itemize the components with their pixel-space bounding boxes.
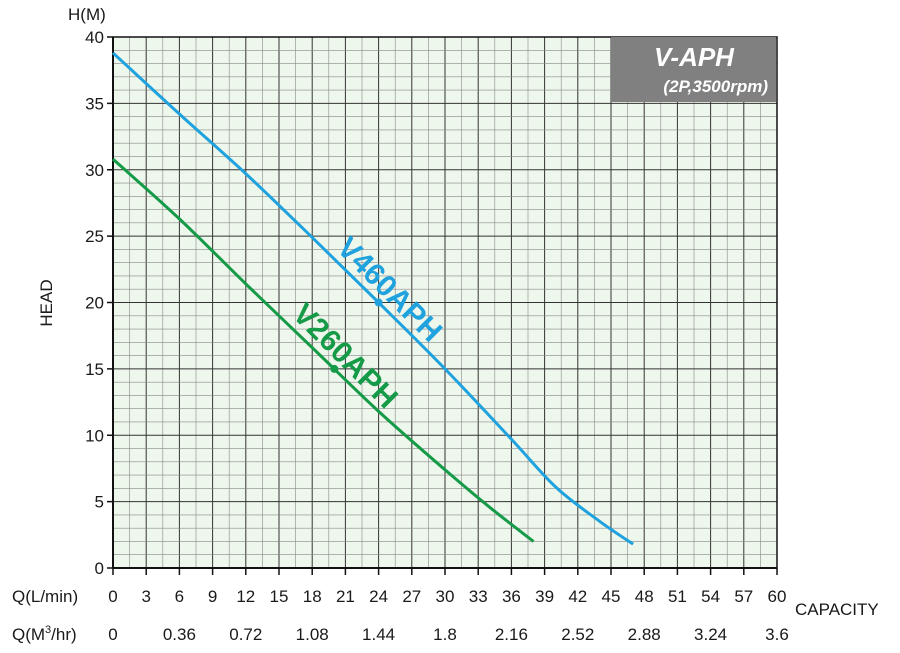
x-tick-label: 36 xyxy=(502,587,521,606)
x-tick-label: 24 xyxy=(369,587,388,606)
x-tick-label: 0 xyxy=(108,587,117,606)
x-axis-label-lmin: Q(L/min) xyxy=(12,587,78,606)
x-tick-label-m3hr: 1.8 xyxy=(433,625,457,644)
x-axis-label-m3hr-part1: Q(M xyxy=(12,625,45,644)
y-tick-label: 35 xyxy=(85,94,104,113)
x-tick-label-m3hr: 3.24 xyxy=(694,625,727,644)
x-tick-label-m3hr: 2.16 xyxy=(495,625,528,644)
x-tick-label: 12 xyxy=(236,587,255,606)
axes xyxy=(107,36,778,575)
y-axis-unit-label: H(M) xyxy=(68,5,106,24)
y-tick-label: 0 xyxy=(95,559,104,578)
x-axis-label-m3hr-part2: /hr) xyxy=(51,625,77,644)
chart-title: V-APH xyxy=(654,42,735,72)
x-tick-labels-lmin: 0 3 6 9 12 15 18 21 24 27 30 33 36 39 42 45 48 51 54 57 60 xyxy=(108,587,786,606)
x-tick-label: 42 xyxy=(568,587,587,606)
y-axis-title: HEAD xyxy=(37,279,56,326)
y-tick-labels: 0 5 10 15 20 25 30 35 40 xyxy=(85,28,104,578)
x-tick-label-m3hr: 2.52 xyxy=(561,625,594,644)
x-tick-label: 51 xyxy=(668,587,687,606)
x-tick-label-m3hr: 0.36 xyxy=(163,625,196,644)
x-tick-label: 60 xyxy=(768,587,787,606)
x-tick-label-m3hr: 1.44 xyxy=(362,625,395,644)
x-axis-label-m3hr: Q(M3/hr) xyxy=(12,624,77,644)
x-axis-label-m3hr-superscript: 3 xyxy=(45,624,51,636)
marker-v460aph xyxy=(374,298,383,307)
x-tick-label: 27 xyxy=(402,587,421,606)
grid xyxy=(112,36,778,569)
y-tick-label: 20 xyxy=(85,294,104,313)
x-tick-label: 18 xyxy=(303,587,322,606)
x-tick-label: 9 xyxy=(208,587,217,606)
y-tick-label: 15 xyxy=(85,360,104,379)
chart-subtitle: (2P,3500rpm) xyxy=(663,77,768,96)
x-tick-label-m3hr: 0 xyxy=(108,625,117,644)
x-tick-label: 33 xyxy=(469,587,488,606)
y-tick-label: 5 xyxy=(95,493,104,512)
x-tick-label: 3 xyxy=(141,587,150,606)
y-tick-label: 25 xyxy=(85,227,104,246)
y-tick-label: 10 xyxy=(85,426,104,445)
x-tick-label: 6 xyxy=(175,587,184,606)
x-tick-label-m3hr: 0.72 xyxy=(229,625,262,644)
marker-v260aph xyxy=(330,364,339,373)
x-axis-title-capacity: CAPACITY xyxy=(795,600,879,619)
x-tick-label-m3hr: 1.08 xyxy=(296,625,329,644)
curve-v460aph xyxy=(111,51,634,546)
x-tick-label-m3hr: 2.88 xyxy=(628,625,661,644)
x-tick-label-m3hr: 3.6 xyxy=(765,625,789,644)
x-tick-labels-m3hr: 0 0.36 0.72 1.08 1.44 1.8 2.16 2.52 2.88 3.24 3.6 xyxy=(108,625,789,644)
x-tick-label: 54 xyxy=(701,587,720,606)
x-tick-label: 48 xyxy=(635,587,654,606)
title-box-background xyxy=(611,37,776,102)
x-tick-label: 39 xyxy=(535,587,554,606)
x-tick-label: 57 xyxy=(734,587,753,606)
x-tick-label: 21 xyxy=(336,587,355,606)
x-tick-label: 45 xyxy=(602,587,621,606)
title-box: V-APH (2P,3500rpm) xyxy=(611,37,776,102)
y-tick-label: 30 xyxy=(85,161,104,180)
y-tick-label: 40 xyxy=(85,28,104,47)
x-tick-label: 15 xyxy=(270,587,289,606)
x-tick-label: 30 xyxy=(436,587,455,606)
